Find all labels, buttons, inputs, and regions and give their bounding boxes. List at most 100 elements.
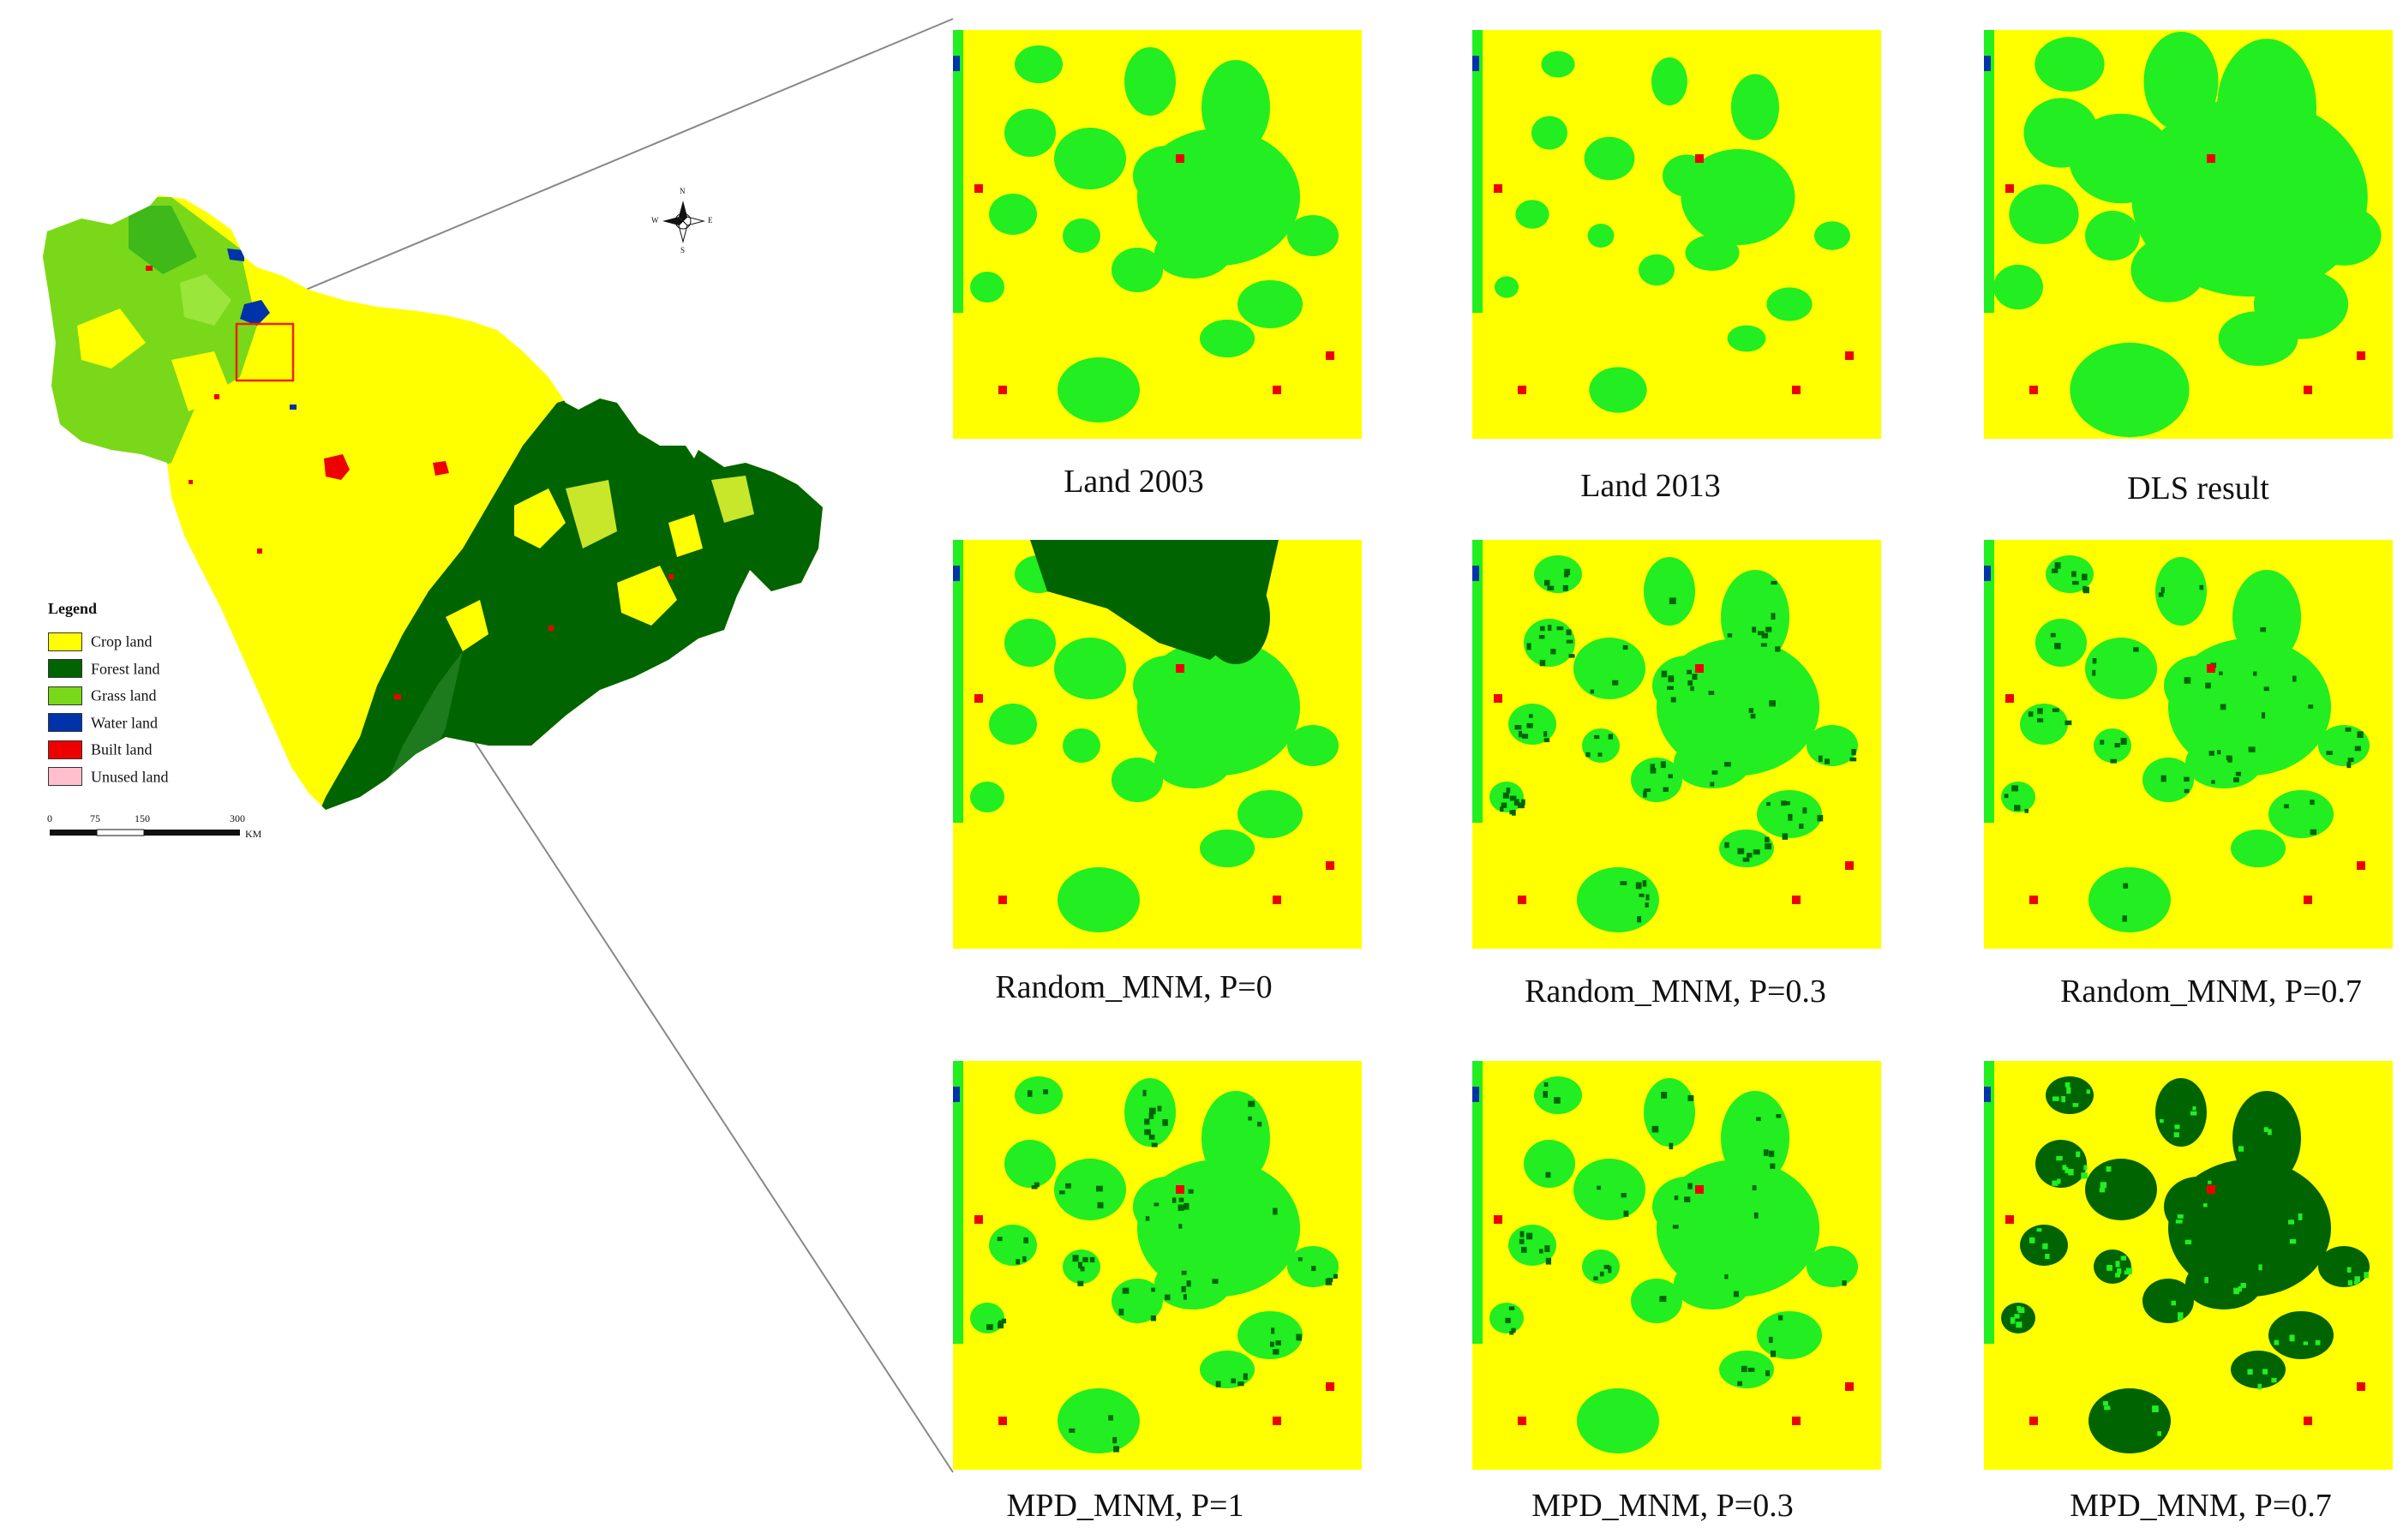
landcover-speckle: [2288, 1219, 2295, 1225]
landcover-speckle: [1517, 802, 1525, 809]
compass-east-label: E: [708, 216, 713, 225]
legend-label: Built land: [91, 740, 153, 758]
grass-patch: [2142, 758, 2194, 802]
grass-patch: [989, 1225, 1037, 1266]
landcover-speckle: [1212, 1279, 1219, 1285]
built-patch: [2207, 664, 2215, 673]
landcover-speckle: [1760, 643, 1767, 647]
legend-label: Forest land: [91, 659, 160, 677]
landcover-speckle: [1668, 675, 1675, 683]
landcover-speckle: [1069, 1428, 1076, 1433]
landcover-speckle: [2100, 740, 2105, 745]
landcover-speckle: [2106, 1264, 2112, 1271]
grass-patch: [1154, 1258, 1231, 1309]
landcover-speckle: [1622, 644, 1628, 650]
landcover-speckle: [1502, 792, 1509, 799]
landcover-speckle: [1666, 686, 1674, 690]
legend-item: Forest land: [48, 659, 160, 680]
grass-patch: [1058, 1388, 1140, 1453]
grass-patch: [2253, 269, 2349, 339]
landcover-speckle: [2076, 1151, 2081, 1158]
landcover-speckle: [2199, 584, 2204, 590]
landcover-speckle: [1825, 758, 1831, 764]
built-patch: [2005, 1215, 2014, 1224]
landcover-speckle: [2081, 573, 2088, 581]
landcover-speckle: [2024, 808, 2029, 813]
edge-grass-strip: [1472, 30, 1483, 313]
landcover-speckle: [1645, 902, 1649, 908]
landcover-speckle: [1178, 1224, 1183, 1229]
landcover-speckle: [1077, 1261, 1082, 1269]
landcover-speckle: [1765, 836, 1770, 843]
landcover-speckle: [1765, 1370, 1771, 1376]
grass-patch: [1807, 1246, 1858, 1287]
landcover-speckle: [1001, 1318, 1007, 1324]
grass-patch: [2094, 1249, 2131, 1284]
landcover-speckle: [2268, 1129, 2272, 1136]
landcover-speckle: [1590, 689, 1595, 694]
landcover-speckle: [1761, 632, 1769, 638]
landcover-speckle: [1181, 1285, 1186, 1292]
landcover-speckle: [2064, 720, 2072, 726]
legend-label: Crop land: [91, 632, 153, 650]
landcover-speckle: [2238, 1285, 2242, 1292]
grass-patch: [970, 272, 1004, 303]
landcover-speckle: [2364, 1272, 2369, 1279]
landcover-speckle: [2133, 647, 2139, 652]
landcover-speckle: [2238, 1146, 2244, 1152]
landcover-speckle: [1650, 768, 1657, 774]
grass-patch: [1639, 254, 1675, 286]
built-patch: [1494, 1215, 1502, 1224]
built-patch: [2029, 386, 2038, 394]
landcover-speckle: [1608, 1266, 1612, 1273]
landcover-speckle: [2051, 568, 2058, 573]
landcover-speckle: [2308, 704, 2314, 709]
built-patch: [1326, 1382, 1334, 1391]
landcover-speckle: [1148, 1134, 1155, 1140]
grass-patch: [1814, 221, 1850, 250]
north-arrow-icon: [662, 201, 705, 243]
grass-patch: [1573, 1159, 1645, 1220]
landcover-speckle: [2037, 708, 2043, 715]
landcover-speckle: [1544, 579, 1550, 586]
landcover-speckle: [1022, 1255, 1027, 1262]
built-patch: [2029, 896, 2038, 904]
landcover-speckle: [1275, 1340, 1281, 1345]
landcover-speckle: [1142, 1089, 1147, 1097]
landcover-speckle: [1674, 1195, 1679, 1201]
panel-caption-5: Random_MNM, P=0.3: [1525, 974, 1826, 1010]
water-patch: [953, 566, 960, 581]
landcover-speckle: [1851, 748, 1856, 756]
built-patch: [998, 1417, 1007, 1425]
grass-patch: [2185, 737, 2262, 788]
grass-patch: [1757, 1311, 1822, 1359]
landcover-speckle: [1643, 790, 1647, 798]
built-patch: [1273, 896, 1281, 904]
landcover-speckle: [2190, 1111, 2197, 1116]
built-patch: [998, 386, 1007, 394]
landcover-speckle: [1777, 1315, 1783, 1321]
grass-patch: [2268, 790, 2334, 838]
landcover-speckle: [2104, 1405, 2111, 1411]
grass-patch: [2155, 557, 2207, 626]
landcover-speckle: [2177, 1312, 2184, 1319]
grass-patch: [1004, 109, 1056, 157]
landcover-speckle: [1599, 1271, 1604, 1277]
landcover-speckle: [2347, 1279, 2353, 1285]
built-patch: [974, 184, 983, 193]
landcover-speckle: [1608, 734, 1614, 740]
grass-patch: [1287, 215, 1339, 256]
legend-swatch: [48, 767, 82, 787]
grass-patch: [1731, 74, 1779, 141]
grass-patch: [1651, 57, 1687, 105]
landcover-speckle: [2081, 1172, 2088, 1179]
grass-patch: [1587, 224, 1615, 248]
forest-patch: [1030, 540, 1279, 660]
landcover-speckle: [1724, 842, 1729, 848]
landcover-speckle: [1661, 670, 1668, 678]
landcover-speckle: [2054, 643, 2061, 650]
landcover-speckle: [1756, 1117, 1761, 1122]
landcover-speckle: [1172, 1197, 1177, 1203]
edge-grass-strip: [953, 1061, 963, 1344]
grass-patch: [2001, 782, 2035, 812]
